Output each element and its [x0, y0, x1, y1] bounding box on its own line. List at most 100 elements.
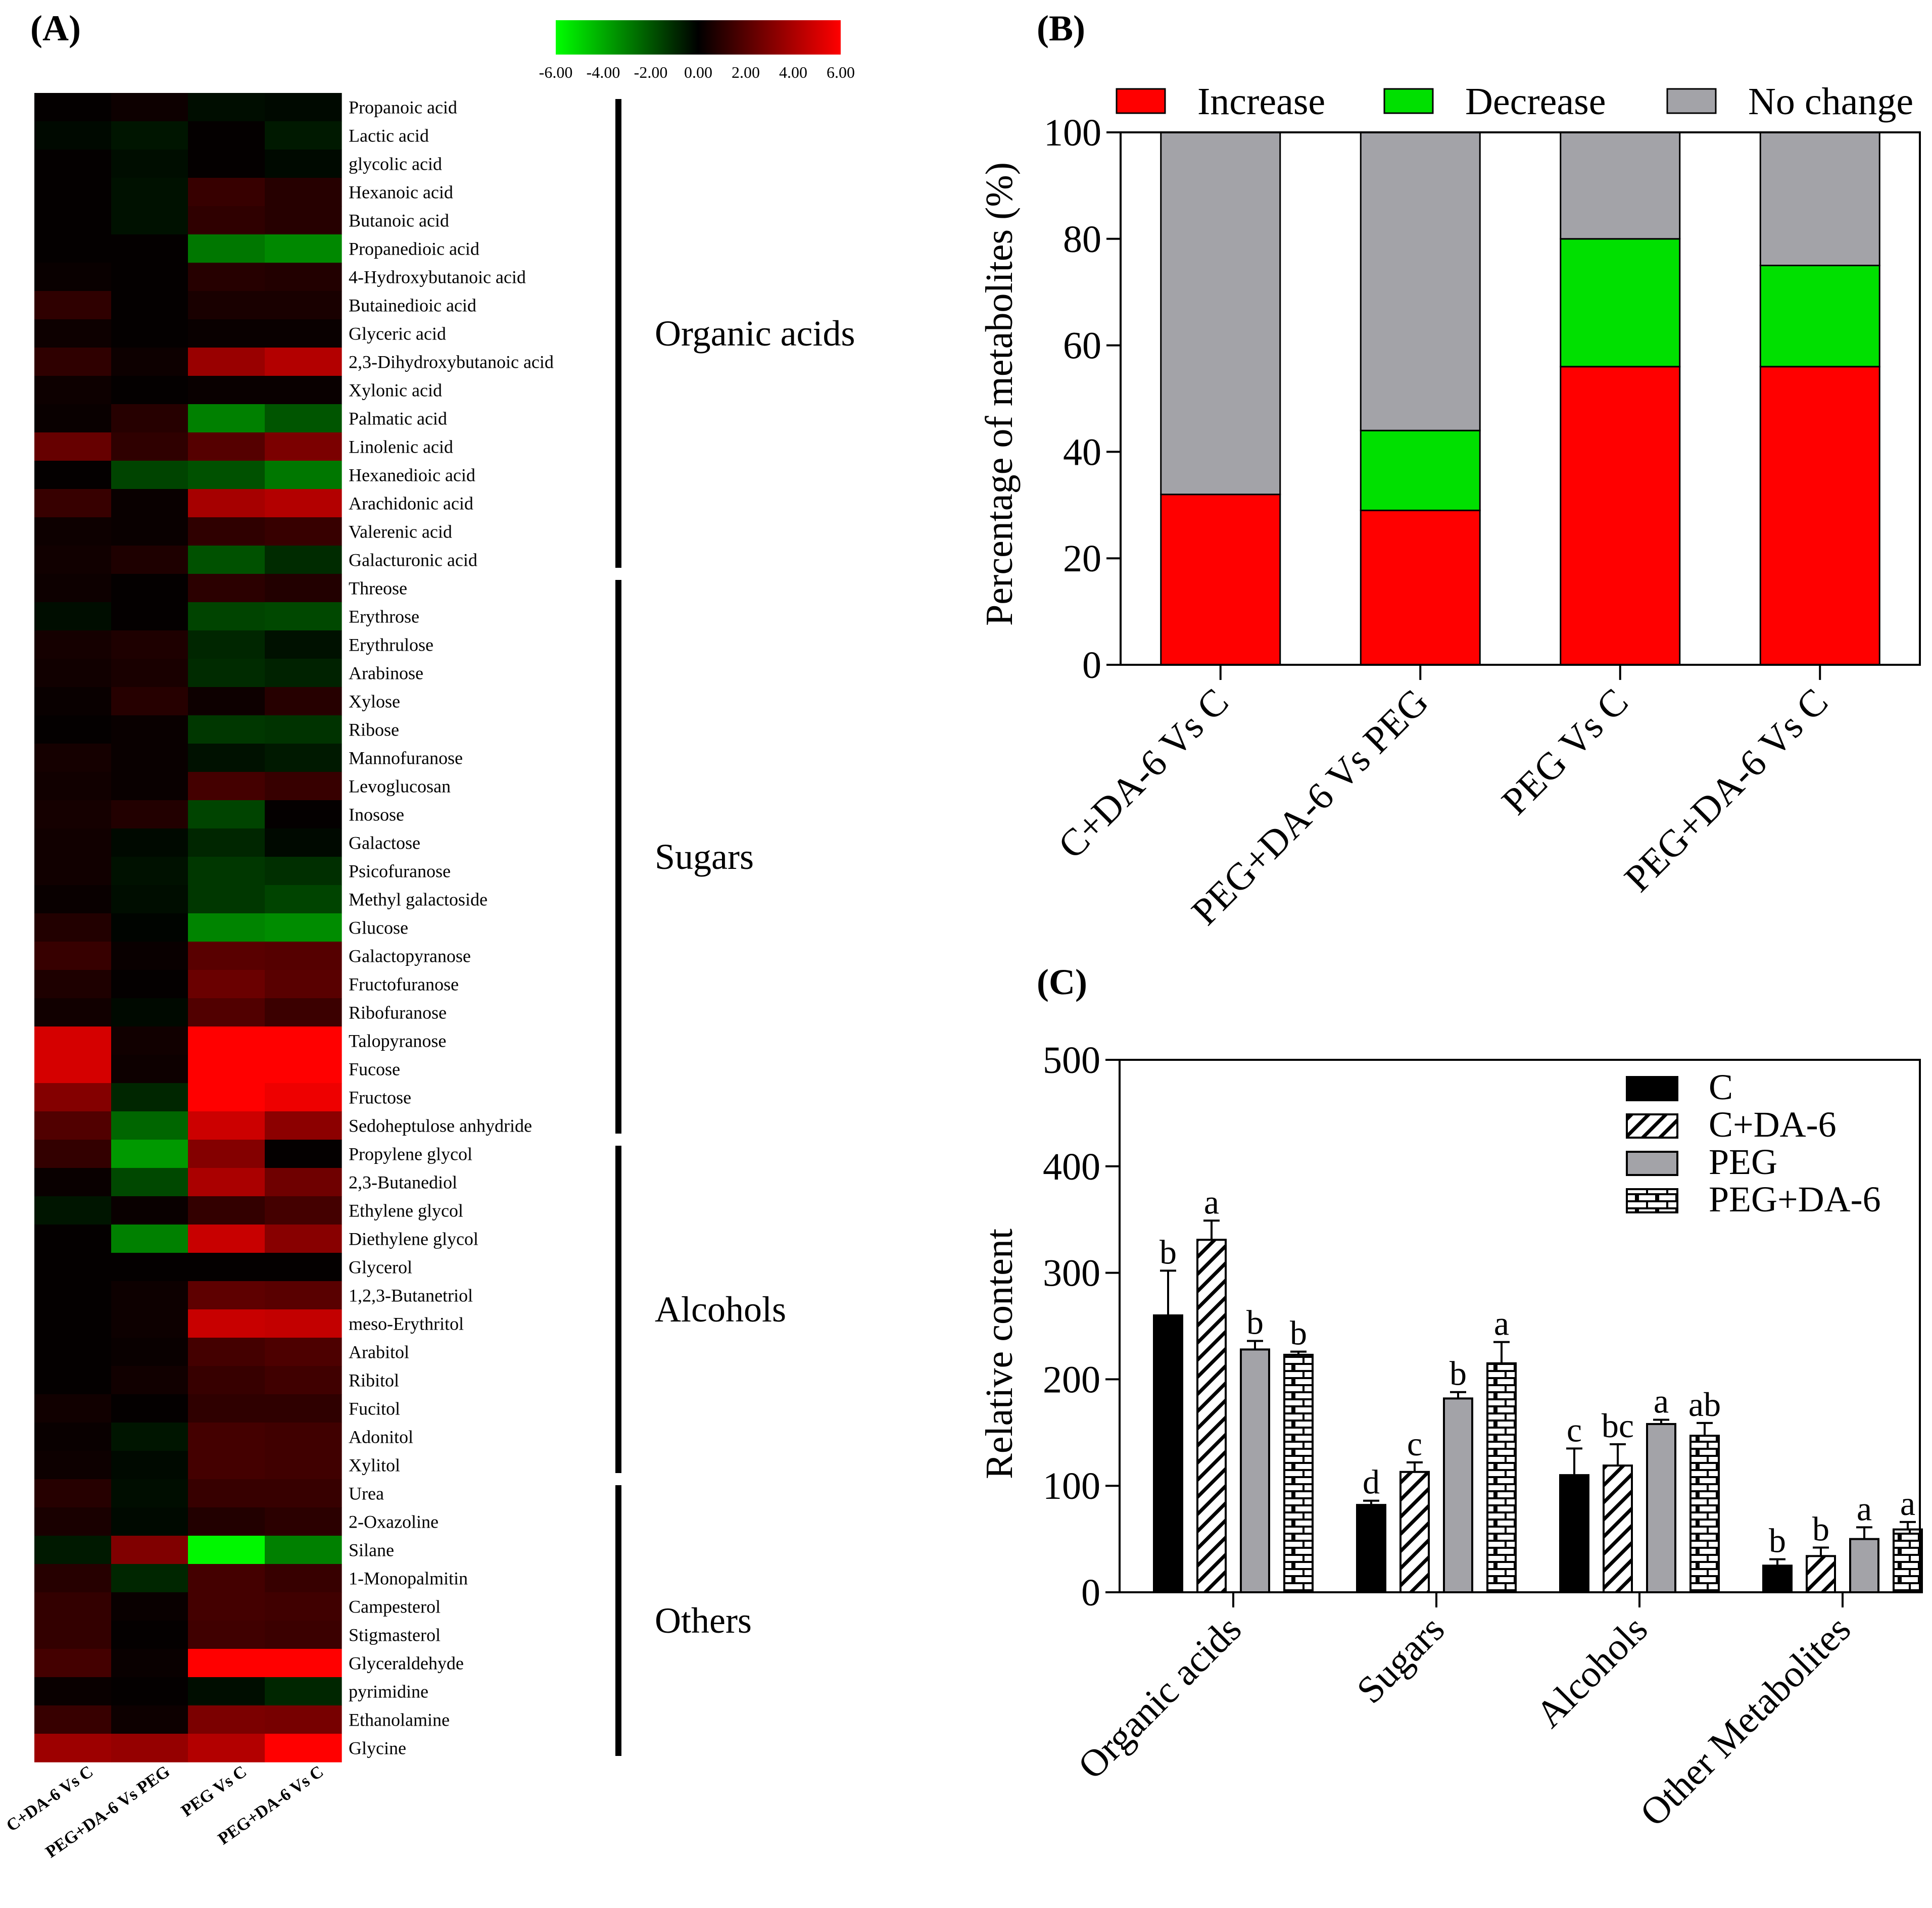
bar-c	[1356, 1504, 1386, 1594]
heatmap-cell	[188, 1621, 265, 1649]
heatmap-cell	[111, 772, 188, 801]
heatmap-cell	[34, 659, 112, 688]
panel-label-b: (B)	[1037, 8, 1085, 48]
heatmap-cell	[111, 970, 188, 999]
heatmap-row-label: Arabinose	[349, 663, 423, 683]
heatmap-cell	[188, 687, 265, 716]
heatmap-cell	[265, 1309, 342, 1338]
heatmap-cell	[34, 206, 112, 235]
heatmap-column-label: PEG+DA-6 Vs PEG	[42, 1762, 173, 1862]
heatmap-cell	[111, 1423, 188, 1451]
legend-label: PEG+DA-6	[1709, 1179, 1881, 1219]
heatmap-row-label: Threose	[349, 578, 407, 598]
bar-segment-increase	[1360, 509, 1481, 666]
significance-letter: a	[1494, 1304, 1509, 1343]
heatmap-row-label: Propanoic acid	[349, 97, 457, 117]
heatmap-cell	[34, 1705, 112, 1734]
x-tick-label: Organic acids	[1070, 1608, 1249, 1787]
heatmap-cell	[265, 291, 342, 320]
heatmap-cell	[111, 857, 188, 886]
heatmap-cell	[34, 1083, 112, 1112]
legend-swatch	[1626, 1151, 1678, 1176]
heatmap-cell	[111, 913, 188, 942]
heatmap-cell	[265, 546, 342, 574]
bar-peg-plus-da-6	[1486, 1362, 1517, 1594]
legend-label: Increase	[1197, 80, 1325, 123]
heatmap-cell	[111, 1705, 188, 1734]
bar-c	[1559, 1474, 1589, 1594]
heatmap-cell	[265, 93, 342, 122]
heatmap-row-label: Campesterol	[349, 1596, 441, 1617]
heatmap-cell	[34, 121, 112, 150]
heatmap-cell	[34, 178, 112, 207]
heatmap-row-label: 4-Hydroxybutanoic acid	[349, 267, 526, 287]
significance-letter: a	[1204, 1183, 1219, 1221]
heatmap-cell	[34, 1338, 112, 1366]
heatmap-cell	[34, 1111, 112, 1140]
heatmap-cell	[188, 1253, 265, 1282]
heatmap-cell	[188, 263, 265, 291]
legend-swatch	[1626, 1113, 1678, 1139]
heatmap-cell	[265, 800, 342, 829]
heatmap-row-label: Inosose	[349, 804, 404, 824]
heatmap-cell	[111, 574, 188, 603]
heatmap-cell	[111, 376, 188, 405]
bar-peg-plus-da-6	[1283, 1353, 1314, 1594]
heatmap-cell	[188, 1026, 265, 1055]
heatmap-row-label: Galacturonic acid	[349, 550, 477, 570]
significance-letter: c	[1407, 1425, 1422, 1463]
heatmap-row-label: 2,3-Butanediol	[349, 1172, 457, 1192]
heatmap-cell	[265, 602, 342, 631]
heatmap-row-label: Arachidonic acid	[349, 493, 473, 513]
bar-segment-no-change	[1560, 131, 1681, 240]
heatmap-row-label: Xylitol	[349, 1455, 400, 1475]
colorbar	[556, 20, 841, 55]
heatmap-cell	[265, 404, 342, 433]
y-tick-label: 0	[1081, 1572, 1100, 1614]
heatmap-cell	[265, 1507, 342, 1536]
heatmap-cell	[188, 602, 265, 631]
heatmap-cell	[34, 348, 112, 376]
heatmap-cell	[111, 800, 188, 829]
heatmap-cell	[265, 1592, 342, 1621]
heatmap-cell	[111, 1309, 188, 1338]
heatmap-cell	[34, 93, 112, 122]
heatmap-cell	[265, 319, 342, 348]
heatmap-cell	[188, 885, 265, 914]
heatmap-cell	[34, 744, 112, 772]
heatmap-cell	[265, 715, 342, 744]
legend-label: PEG	[1709, 1142, 1777, 1182]
heatmap-cell	[111, 1564, 188, 1593]
heatmap-row-label: glycolic acid	[349, 154, 442, 174]
heatmap-cell	[111, 121, 188, 150]
heatmap-panel: -6.00 -4.00 -2.00 0.00 2.00 4.00 6.00 Propanoi…	[3, 20, 855, 1862]
heatmap-cell	[265, 1479, 342, 1508]
heatmap-cell	[188, 1083, 265, 1112]
heatmap-cell	[188, 828, 265, 857]
bar-segment-increase	[1759, 366, 1880, 666]
heatmap-cell	[188, 1394, 265, 1423]
heatmap-cell	[265, 150, 342, 178]
heatmap-row-label: 1,2,3-Butanetriol	[349, 1285, 473, 1305]
chart-b-y-axis-label: Percentage of metabolites (%)	[978, 162, 1021, 626]
heatmap-cell	[188, 461, 265, 490]
heatmap-row-label: Ethanolamine	[349, 1709, 450, 1730]
heatmap-cell	[265, 1734, 342, 1763]
heatmap-cell	[188, 1168, 265, 1197]
heatmap-cell	[265, 1677, 342, 1706]
heatmap-cell	[34, 1479, 112, 1508]
heatmap-cell	[34, 772, 112, 801]
group-label: Alcohols	[655, 1289, 786, 1330]
x-tick-label: Alcohols	[1528, 1608, 1656, 1736]
heatmap-cell	[265, 942, 342, 970]
heatmap-row-label: Propylene glycol	[349, 1144, 472, 1164]
heatmap-cell	[265, 263, 342, 291]
bar-peg	[1443, 1397, 1473, 1593]
heatmap-cell	[34, 263, 112, 291]
heatmap-cell	[188, 178, 265, 207]
heatmap-cell	[265, 1621, 342, 1649]
heatmap-cell	[265, 772, 342, 801]
heatmap-cell	[188, 1055, 265, 1084]
heatmap-cell	[188, 291, 265, 320]
